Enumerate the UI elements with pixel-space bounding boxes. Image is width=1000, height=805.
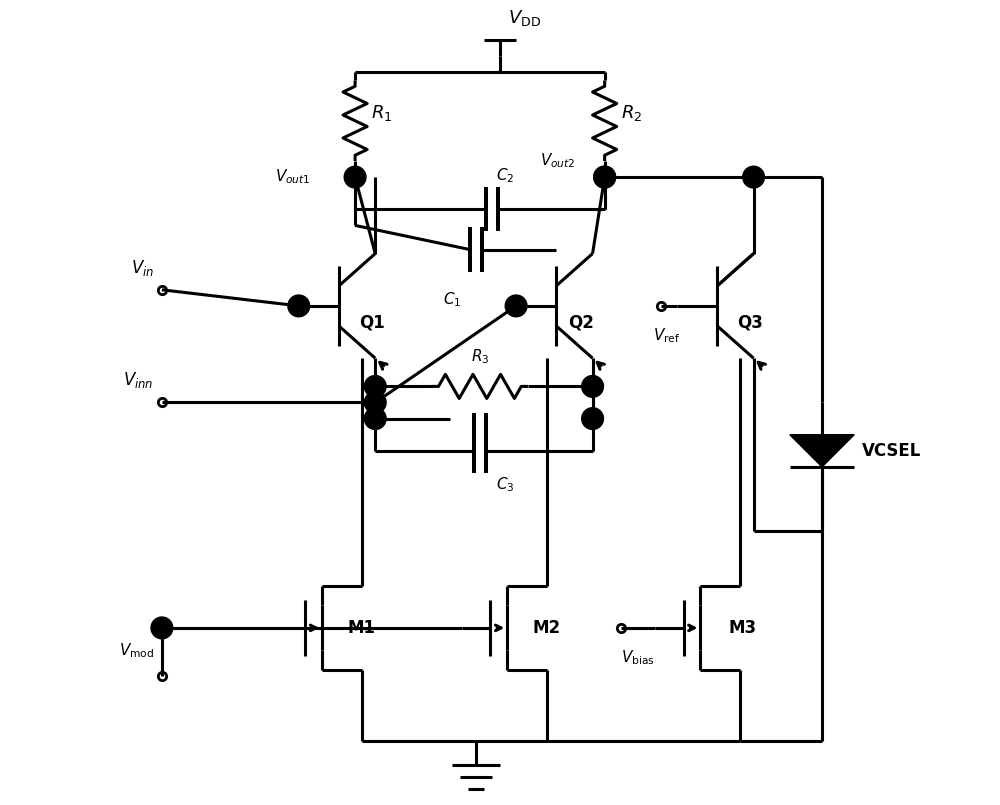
Text: M2: M2 [533,619,561,637]
Text: $R_1$: $R_1$ [371,103,393,122]
Text: M1: M1 [347,619,375,637]
Circle shape [582,375,603,398]
Text: $V_{\rm ref}$: $V_{\rm ref}$ [653,326,680,345]
Circle shape [364,392,386,414]
Circle shape [505,295,527,317]
Circle shape [364,407,386,430]
Text: VCSEL: VCSEL [862,442,922,460]
Text: $C_2$: $C_2$ [496,167,514,185]
Text: Q1: Q1 [359,313,385,331]
Text: $V_{in}$: $V_{in}$ [131,258,154,278]
Text: $V_{\rm DD}$: $V_{\rm DD}$ [508,8,541,28]
Text: $C_3$: $C_3$ [496,475,514,493]
Circle shape [364,375,386,398]
Circle shape [582,407,603,430]
Circle shape [151,617,173,639]
Text: M3: M3 [729,619,757,637]
Circle shape [594,167,616,188]
Text: Q2: Q2 [568,313,594,331]
Text: $V_{\rm mod}$: $V_{\rm mod}$ [119,642,154,660]
Text: $R_3$: $R_3$ [471,348,489,366]
Text: $V_{out2}$: $V_{out2}$ [540,151,576,171]
Polygon shape [790,435,854,467]
Circle shape [594,167,616,188]
Text: $V_{\rm bias}$: $V_{\rm bias}$ [621,648,654,667]
Text: Q3: Q3 [737,313,763,331]
Circle shape [743,167,764,188]
Circle shape [288,295,310,317]
Text: $V_{inn}$: $V_{inn}$ [123,370,154,390]
Text: $V_{out1}$: $V_{out1}$ [275,167,310,187]
Text: $C_1$: $C_1$ [443,290,461,308]
Circle shape [344,167,366,188]
Text: $R_2$: $R_2$ [621,103,642,122]
